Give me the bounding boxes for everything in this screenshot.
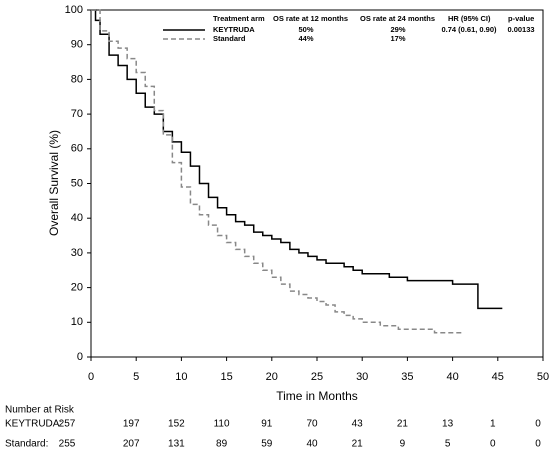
risk-count: 43 [352, 419, 364, 430]
risk-count: 59 [261, 439, 273, 450]
risk-count: 13 [442, 419, 454, 430]
risk-label: KEYTRUDA: [5, 419, 62, 430]
risk-count: 89 [216, 439, 228, 450]
x-tick-label: 15 [220, 371, 232, 383]
legend-header: Treatment arm [213, 14, 265, 23]
risk-count: 1 [490, 419, 496, 430]
legend-header: p-value [508, 14, 534, 23]
risk-count: 152 [168, 419, 185, 430]
legend-cell: 29% [390, 25, 405, 34]
y-tick-label: 0 [77, 351, 83, 363]
risk-count: 21 [352, 439, 364, 450]
survival-curve [91, 9, 462, 334]
plot-frame [90, 9, 544, 358]
x-tick-label: 0 [88, 371, 94, 383]
y-tick-label: 10 [71, 316, 83, 328]
x-tick-label: 20 [266, 371, 278, 383]
survival-curve [91, 9, 503, 310]
legend-label: KEYTRUDA [213, 25, 255, 34]
risk-title: Number at Risk [5, 405, 75, 416]
legend-label: Standard [213, 34, 246, 43]
risk-count: 257 [59, 419, 76, 430]
risk-count: 207 [123, 439, 140, 450]
x-tick-label: 25 [311, 371, 323, 383]
legend-cell: 0.74 (0.61, 0.90) [441, 25, 497, 34]
y-tick-label: 60 [71, 143, 83, 155]
risk-count: 110 [214, 419, 230, 430]
legend-cell: 50% [298, 25, 313, 34]
x-tick-label: 35 [401, 371, 413, 383]
risk-label: Standard: [5, 439, 48, 450]
legend-header: OS rate at 12 months [273, 14, 348, 23]
legend-cell: 17% [390, 34, 405, 43]
risk-count: 40 [306, 439, 318, 450]
x-tick-label: 50 [537, 371, 549, 383]
risk-count: 91 [261, 419, 273, 430]
y-tick-label: 50 [71, 177, 83, 189]
risk-count: 0 [535, 439, 541, 450]
risk-count: 0 [490, 439, 496, 450]
x-tick-label: 5 [133, 371, 139, 383]
y-tick-label: 70 [71, 108, 83, 120]
risk-count: 131 [168, 439, 185, 450]
legend-cell: 44% [298, 34, 313, 43]
legend-header: HR (95% CI) [448, 14, 491, 23]
risk-count: 70 [306, 419, 318, 430]
legend-header: OS rate at 24 months [360, 14, 435, 23]
y-axis-label: Overall Survival (%) [47, 130, 61, 236]
y-tick-label: 20 [71, 282, 83, 294]
x-axis-label: Time in Months [276, 389, 358, 403]
y-tick-label: 80 [71, 73, 83, 85]
x-tick-label: 30 [356, 371, 368, 383]
x-tick-label: 10 [175, 371, 187, 383]
x-tick-label: 45 [492, 371, 504, 383]
y-tick-label: 100 [65, 4, 83, 16]
risk-count: 0 [535, 419, 541, 430]
x-tick-label: 40 [446, 371, 458, 383]
y-tick-label: 30 [71, 247, 83, 259]
risk-count: 255 [59, 439, 76, 450]
risk-count: 9 [400, 439, 406, 450]
risk-count: 5 [445, 439, 451, 450]
legend-cell: 0.00133 [507, 25, 534, 34]
y-tick-label: 40 [71, 212, 83, 224]
risk-count: 197 [123, 419, 140, 430]
risk-count: 21 [397, 419, 409, 430]
y-tick-label: 90 [71, 39, 83, 51]
